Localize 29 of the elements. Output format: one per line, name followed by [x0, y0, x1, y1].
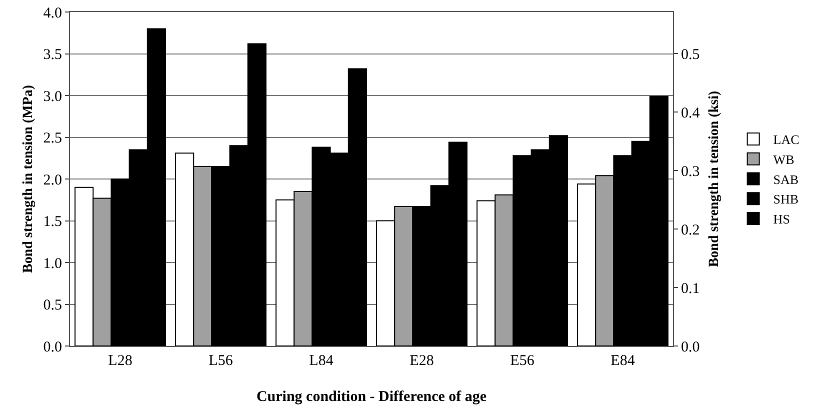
y2-tick-label: 0.2: [681, 222, 700, 238]
x-tick-label: E56: [510, 353, 535, 369]
y-tick-label: 2.5: [43, 130, 62, 146]
x-axis-title: Curing condition - Difference of age: [256, 389, 487, 405]
y-tick-label: 3.0: [43, 88, 62, 105]
y-tick-label: 2.0: [43, 172, 62, 188]
y2-tick-label: 0.1: [681, 280, 700, 297]
x-tick-label: L28: [108, 353, 132, 369]
y2-axis-title: Bond strength in tension (ksi): [707, 90, 722, 268]
legend-label: WB: [773, 152, 795, 167]
y2-tick-label: 0.3: [681, 164, 700, 180]
y-tick-label: 1.5: [43, 214, 62, 230]
legend-label: HS: [773, 212, 790, 227]
x-tick-label: E28: [410, 353, 434, 369]
x-tick-label: L56: [208, 353, 234, 369]
y2-tick-label: 0.0: [681, 339, 700, 356]
y-axis-title: Bond strength in tension (MPa): [21, 84, 36, 273]
legend-label: LAC: [773, 132, 800, 148]
y2-tick-label: 0.4: [681, 105, 700, 122]
y-tick-label: 0.5: [43, 298, 62, 314]
x-tick-label: E84: [610, 353, 636, 369]
legend-label: SAB: [773, 172, 799, 187]
legend-label: SHB: [773, 192, 799, 207]
y2-tick-label: 0.5: [681, 46, 700, 63]
y-tick-label: 3.5: [43, 47, 62, 63]
y-tick-label: 0.0: [43, 339, 62, 356]
y-tick-label: 4.0: [43, 5, 62, 22]
x-tick-label: L84: [309, 353, 334, 369]
y-tick-label: 1.0: [43, 256, 62, 272]
